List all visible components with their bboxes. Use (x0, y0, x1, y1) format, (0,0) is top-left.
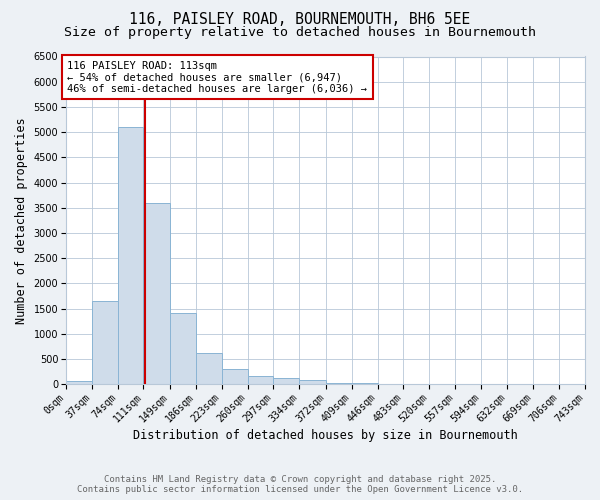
Bar (118, 127, 143, 384)
Text: Size of property relative to detached houses in Bournemouth: Size of property relative to detached ho… (64, 26, 536, 39)
Bar (66, 380, 92, 384)
Bar (274, 378, 299, 384)
Bar (92, 301, 118, 384)
Bar (248, 376, 274, 384)
Text: Contains HM Land Registry data © Crown copyright and database right 2025.
Contai: Contains HM Land Registry data © Crown c… (77, 474, 523, 494)
Text: 116, PAISLEY ROAD, BOURNEMOUTH, BH6 5EE: 116, PAISLEY ROAD, BOURNEMOUTH, BH6 5EE (130, 12, 470, 28)
X-axis label: Distribution of detached houses by size in Bournemouth: Distribution of detached houses by size … (133, 430, 518, 442)
Bar (299, 380, 326, 384)
Bar (143, 203, 170, 384)
Text: 116 PAISLEY ROAD: 113sqm
← 54% of detached houses are smaller (6,947)
46% of sem: 116 PAISLEY ROAD: 113sqm ← 54% of detach… (67, 60, 367, 94)
Bar (352, 383, 377, 384)
Bar (222, 368, 248, 384)
Bar (170, 312, 196, 384)
Y-axis label: Number of detached properties: Number of detached properties (15, 117, 28, 324)
Bar (196, 353, 222, 384)
Bar (326, 382, 352, 384)
